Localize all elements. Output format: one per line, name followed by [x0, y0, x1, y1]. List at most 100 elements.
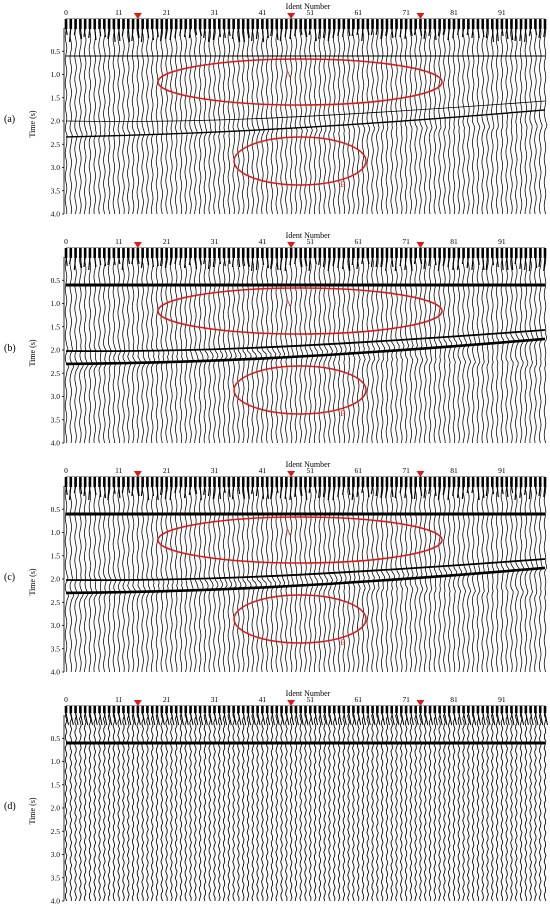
seismic-trace	[237, 705, 240, 902]
seismic-trace	[184, 18, 188, 215]
seismic-trace	[505, 18, 508, 215]
trace-top-band	[318, 248, 322, 258]
trace-top-band	[524, 19, 528, 29]
trace-tail	[88, 256, 91, 271]
trace-tail	[534, 712, 539, 726]
trace-top-band	[160, 477, 164, 487]
trace-top-band	[64, 706, 68, 713]
trace-tail	[332, 27, 335, 39]
trace-tail	[247, 712, 252, 726]
trace-tail	[255, 485, 259, 497]
seismic-trace	[203, 18, 207, 215]
seismic-trace	[366, 705, 370, 902]
trace-top-band	[476, 477, 480, 487]
trace-top-band	[203, 477, 207, 487]
seismic-trace	[371, 247, 376, 444]
trace-tail	[156, 27, 159, 38]
seismic-trace	[448, 18, 451, 215]
trace-tail	[122, 712, 127, 726]
trace-tail	[209, 712, 213, 726]
trace-tail	[410, 485, 413, 500]
seismic-trace	[433, 705, 437, 902]
trace-tail	[352, 712, 357, 726]
x-tick-label: 91	[498, 695, 506, 704]
trace-tail	[251, 256, 254, 272]
seismic-trace	[424, 18, 428, 215]
time-tick-label: 1.0	[51, 528, 61, 537]
trace-top-band	[79, 706, 82, 713]
trace-top-band	[265, 477, 269, 487]
seismic-trace	[170, 705, 173, 902]
seismic-trace	[270, 705, 274, 902]
trace-top-band	[534, 477, 537, 487]
trace-tail	[83, 485, 86, 497]
trace-tail	[485, 256, 489, 271]
trace-tail	[140, 485, 144, 497]
time-axis-label: Time (s)	[28, 110, 37, 137]
seismic-trace	[83, 705, 87, 902]
trace-top-band	[69, 248, 73, 258]
trace-top-band	[371, 706, 374, 713]
trace-tail	[276, 712, 280, 726]
trace-top-band	[304, 477, 307, 487]
seismic-trace	[366, 18, 370, 215]
trace-tail	[252, 712, 256, 726]
trace-top-band	[131, 19, 135, 29]
x-tick-label: 31	[211, 8, 219, 17]
trace-top-band	[256, 19, 259, 29]
seismic-trace	[371, 18, 375, 215]
seismic-trace	[308, 705, 312, 902]
trace-tail	[524, 485, 527, 496]
trace-tail	[284, 27, 287, 38]
seismic-trace	[342, 18, 345, 215]
trace-tail	[399, 485, 402, 494]
time-tick-label: 3.0	[51, 621, 61, 630]
seismic-trace	[83, 247, 89, 444]
trace-top-band	[304, 19, 307, 29]
trace-tail	[127, 485, 131, 494]
x-tick-label: 31	[211, 237, 219, 246]
trace-tail	[519, 485, 522, 499]
trace-tail	[394, 27, 398, 38]
seismic-trace	[490, 705, 494, 902]
trace-tail	[261, 27, 265, 43]
trace-top-band	[107, 248, 111, 258]
trace-tail	[237, 485, 241, 495]
seismic-trace	[74, 247, 79, 444]
trace-tail	[237, 712, 242, 726]
trace-tail	[175, 712, 180, 726]
trace-tail	[442, 27, 446, 36]
trace-tail	[300, 256, 303, 268]
trace-top-band	[505, 19, 508, 29]
seismic-trace	[471, 18, 476, 215]
trace-tail	[506, 485, 509, 498]
seismic-trace	[170, 18, 173, 215]
trace-top-band	[332, 19, 336, 29]
time-tick-label: 3.5	[51, 873, 61, 882]
seismic-trace	[318, 705, 322, 902]
trace-tail	[362, 712, 366, 726]
trace-top-band	[510, 706, 513, 713]
x-tick-label: 31	[211, 466, 219, 475]
trace-tail	[251, 485, 254, 495]
trace-tail	[266, 485, 269, 500]
trace-tail	[304, 256, 308, 267]
seismic-trace	[361, 247, 366, 444]
seismic-trace	[390, 18, 393, 215]
trace-tail	[337, 256, 340, 269]
trace-tail	[204, 712, 208, 726]
seismic-trace	[385, 705, 389, 902]
trace-top-band	[117, 706, 120, 713]
seismic-trace	[280, 247, 286, 444]
trace-tail	[385, 27, 388, 37]
seismic-trace	[443, 705, 446, 902]
trace-marker	[287, 242, 296, 248]
trace-top-band	[505, 477, 508, 487]
trace-top-band	[69, 706, 73, 713]
trace-top-band	[275, 706, 279, 713]
seismic-trace	[88, 476, 93, 673]
trace-tail	[453, 712, 457, 726]
trace-tail	[164, 256, 168, 269]
time-tick-label: 0.5	[51, 734, 61, 743]
trace-top-band	[347, 706, 350, 713]
